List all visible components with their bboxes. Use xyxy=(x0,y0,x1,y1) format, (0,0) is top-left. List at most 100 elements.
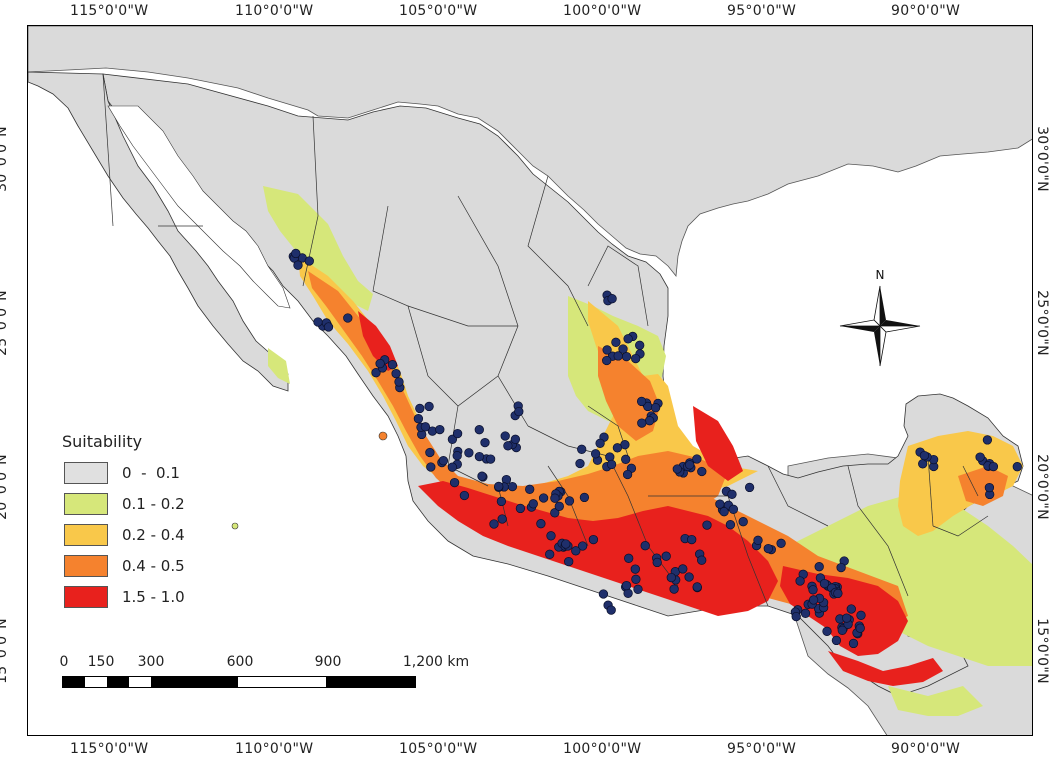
occurrence-point xyxy=(449,477,460,488)
occurrence-point xyxy=(819,578,830,589)
occurrence-point xyxy=(697,466,707,477)
occurrence-point xyxy=(485,454,496,464)
scale-bar-label: 900 xyxy=(314,654,342,670)
occurrence-point xyxy=(507,481,518,492)
legend-label: 0 - 0.1 xyxy=(122,464,180,482)
occurrence-point xyxy=(515,503,526,514)
occurrence-point xyxy=(725,520,736,530)
legend-item: 0 - 0.1 xyxy=(64,459,185,487)
occurrence-point xyxy=(435,424,445,435)
occurrence-point xyxy=(313,317,323,327)
occurrence-point xyxy=(426,462,436,472)
suitability-high-zone xyxy=(308,271,728,546)
occurrence-point xyxy=(661,551,671,561)
occurrence-point xyxy=(753,535,763,545)
occurrence-points xyxy=(288,248,1022,649)
occurrence-point xyxy=(588,534,599,545)
occurrence-point xyxy=(536,519,546,529)
occurrence-point xyxy=(791,611,801,622)
scale-bar-graphic xyxy=(62,676,416,688)
latitude-label-left: 15°0'0"N xyxy=(0,618,10,684)
occurrence-point xyxy=(474,451,485,462)
scale-bar-label: 1,200 km xyxy=(402,654,470,670)
gulf-of-california xyxy=(107,105,291,309)
occurrence-point xyxy=(719,507,729,517)
occurrence-point xyxy=(702,520,712,530)
occurrence-point xyxy=(579,492,590,503)
occurrence-point xyxy=(554,501,564,511)
occurrence-point xyxy=(425,447,435,458)
occurrence-point xyxy=(394,377,404,387)
occurrence-point xyxy=(822,626,832,636)
occurrence-point xyxy=(836,562,846,573)
longitude-label-bottom: 100°0'0"W xyxy=(563,741,642,757)
occurrence-point xyxy=(464,448,474,458)
legend-swatch xyxy=(64,524,108,546)
occurrence-point xyxy=(415,403,425,414)
occurrence-point xyxy=(598,589,609,599)
latitude-label-left: 20°0'0"N xyxy=(0,454,10,520)
legend-title: Suitability xyxy=(62,432,143,451)
occurrence-point xyxy=(635,340,645,350)
occurrence-point xyxy=(631,574,641,584)
occurrence-point xyxy=(420,422,431,432)
occurrence-point xyxy=(728,504,739,514)
occurrence-point xyxy=(447,434,458,444)
occurrence-point xyxy=(550,493,560,503)
occurrence-point xyxy=(510,434,521,444)
occurrence-point xyxy=(561,539,571,549)
suitability-high-zone xyxy=(958,466,1008,506)
occurrence-point xyxy=(652,557,662,568)
occurrence-point xyxy=(545,549,555,559)
occurrence-point xyxy=(975,452,985,462)
occurrence-point xyxy=(831,635,842,646)
legend-item: 0.2 - 0.4 xyxy=(64,521,185,549)
suitability-low-zone xyxy=(268,348,290,384)
scale-bar-label: 300 xyxy=(137,654,165,670)
longitude-label-top: 100°0'0"W xyxy=(563,3,642,19)
occurrence-point xyxy=(697,555,707,565)
suitability-low-zone xyxy=(888,686,983,716)
suitability-low-zone xyxy=(263,186,373,311)
longitude-label-bottom: 110°0'0"W xyxy=(235,741,314,757)
occurrence-point xyxy=(550,508,560,518)
latitude-label-left: 30°0'0"N xyxy=(0,126,10,192)
occurrence-point xyxy=(623,334,633,344)
legend-label: 0.1 - 0.2 xyxy=(122,495,185,513)
suitability-very-high-zone xyxy=(693,406,743,481)
occurrence-point xyxy=(611,337,621,347)
occurrence-point xyxy=(678,564,688,574)
occurrence-point xyxy=(489,519,499,529)
occurrence-point xyxy=(982,435,993,445)
occurrence-point xyxy=(621,580,632,591)
occurrence-point xyxy=(637,418,647,428)
occurrence-point xyxy=(447,462,458,472)
occurrence-point xyxy=(631,353,641,364)
occurrence-point xyxy=(837,625,847,635)
occurrence-point xyxy=(500,431,510,441)
occurrence-point xyxy=(738,517,748,527)
north-arrow-icon: N xyxy=(839,268,921,367)
occurrence-point xyxy=(684,572,694,582)
occurrence-point xyxy=(606,459,617,470)
legend-swatch xyxy=(64,586,108,608)
occurrence-point xyxy=(528,499,538,509)
suitability-layer xyxy=(263,186,1032,716)
latitude-label-right: 30°0'0"N xyxy=(1033,126,1050,192)
usa-land xyxy=(28,26,1032,278)
occurrence-point xyxy=(640,541,650,551)
legend: Suitability 0 - 0.1 0.1 - 0.2 0.2 - 0.4 … xyxy=(62,432,185,614)
occurrence-point xyxy=(602,345,612,355)
latitude-label-right: 25°0'0"N xyxy=(1033,290,1050,356)
occurrence-point xyxy=(613,351,623,361)
occurrence-point xyxy=(602,355,612,366)
baja-california xyxy=(28,71,289,392)
occurrence-point xyxy=(293,260,303,270)
longitude-label-top: 110°0'0"W xyxy=(235,3,314,19)
occurrence-point xyxy=(474,425,484,435)
occurrence-point xyxy=(808,595,819,605)
occurrence-point xyxy=(984,482,995,493)
occurrence-point xyxy=(494,481,504,492)
longitude-label-top: 105°0'0"W xyxy=(399,3,478,19)
scale-bar: 0 150 300 600 900 1,200 km xyxy=(60,654,480,694)
